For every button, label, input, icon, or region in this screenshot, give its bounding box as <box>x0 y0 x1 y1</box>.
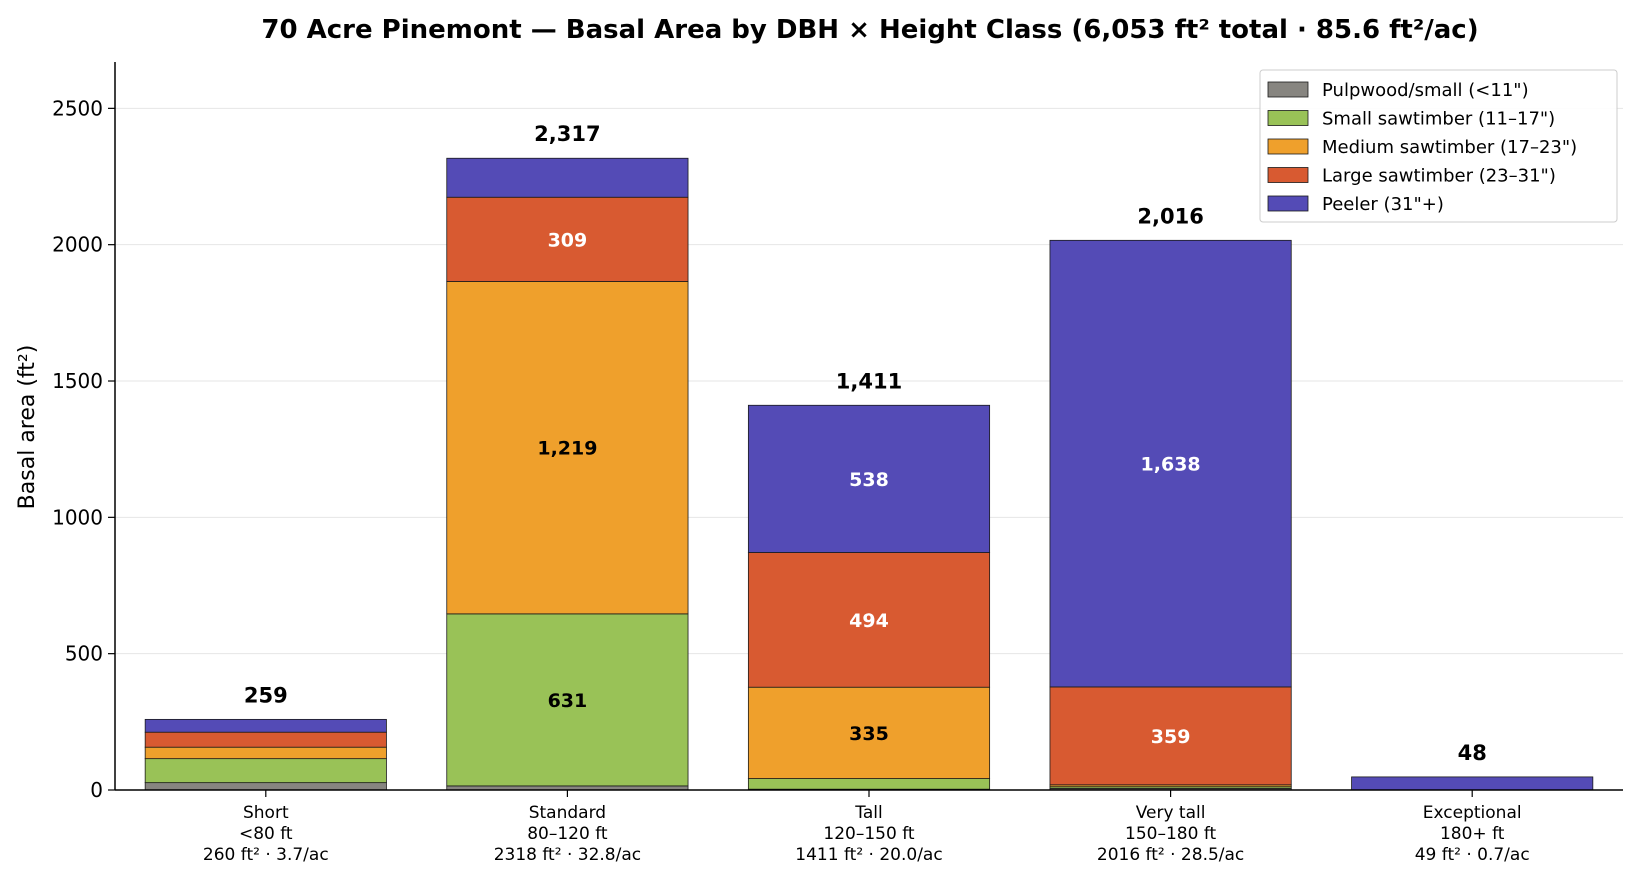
bar-segment-2-1 <box>747 778 991 790</box>
bar-segment-0-0 <box>144 782 387 791</box>
y-gridlines <box>115 107 1623 655</box>
y-tick-label-1000: 1000 <box>52 505 103 529</box>
bar-segment-0-2 <box>144 746 387 760</box>
x-tick-label-4-2: 49 ft² · 0.7/ac <box>1415 845 1530 865</box>
y-tick-labels: 0 500 1000 1500 2000 2500 <box>52 96 115 802</box>
segment-label-1-2: 1,219 <box>537 438 597 460</box>
legend-label-3: Large sawtimber (23–31") <box>1322 166 1556 187</box>
y-tick-label-0: 0 <box>90 778 103 802</box>
bar-segment-1-3 <box>446 196 689 282</box>
bar-segment-0-3 <box>144 731 387 748</box>
segment-label-2-2: 335 <box>849 723 889 745</box>
bar-segment-3-4 <box>1049 239 1292 688</box>
y-tick-label-2500: 2500 <box>52 96 103 120</box>
bar-total-4: 48 <box>1458 741 1487 765</box>
x-tick-label-0-2: 260 ft² · 3.7/ac <box>203 845 329 865</box>
segment-label-2-4: 538 <box>849 469 889 491</box>
x-tick-label-1-0: Standard <box>529 803 606 823</box>
bar-segment-1-4 <box>446 157 689 198</box>
legend-box <box>1259 69 1618 223</box>
legend-label-1: Small sawtimber (11–17") <box>1322 109 1555 130</box>
stacked-bars <box>144 157 1594 791</box>
legend-swatch-2 <box>1267 138 1309 155</box>
bar-total-0: 259 <box>244 683 288 707</box>
bar-total-labels: 259 2,317 1,411 2,016 48 <box>244 122 1487 765</box>
legend-swatch-4 <box>1267 195 1309 212</box>
x-tick-label-2-0: Tall <box>854 803 882 823</box>
x-tick-label-0-1: <80 ft <box>239 824 293 844</box>
segment-label-1-1: 631 <box>548 690 588 712</box>
bar-segment-0-1 <box>144 758 387 784</box>
bar-segment-0-4 <box>144 718 387 733</box>
legend-swatch-3 <box>1267 167 1309 183</box>
y-axis-label: Basal area (ft²) <box>15 345 40 510</box>
segment-labels: 631 1,219 309 335 494 538 359 1,638 <box>537 229 1200 748</box>
y-tick-label-2000: 2000 <box>52 233 103 257</box>
chart-title: 70 Acre Pinemont — Basal Area by DBH × H… <box>261 15 1478 45</box>
x-tick-label-3-2: 2016 ft² · 28.5/ac <box>1097 845 1244 865</box>
x-tick-label-2-1: 120–150 ft <box>823 824 914 844</box>
x-tick-label-4-1: 180+ ft <box>1440 824 1505 844</box>
x-tick-label-2-2: 1411 ft² · 20.0/ac <box>795 845 942 865</box>
segment-label-3-4: 1,638 <box>1141 454 1201 476</box>
bar-segment-2-2 <box>747 686 991 779</box>
bar-segment-2-4 <box>747 404 991 553</box>
bar-segment-3-3 <box>1049 686 1292 786</box>
legend-swatch-0 <box>1267 81 1309 98</box>
y-tick-label-1500: 1500 <box>52 369 103 393</box>
legend-label-0: Pulpwood/small (<11") <box>1322 80 1529 101</box>
bar-segment-4-4 <box>1351 776 1594 791</box>
legend: Pulpwood/small (<11") Small sawtimber (11… <box>1259 69 1618 223</box>
x-tick-label-3-1: 150–180 ft <box>1125 824 1216 844</box>
x-tick-label-1-1: 80–120 ft <box>527 824 608 844</box>
x-tick-label-0-0: Short <box>243 803 289 823</box>
x-tick-label-1-2: 2318 ft² · 32.8/ac <box>494 845 641 865</box>
segment-label-3-3: 359 <box>1151 726 1191 748</box>
y-tick-label-500: 500 <box>65 642 103 666</box>
x-tick-label-3-0: Very tall <box>1136 803 1206 823</box>
bar-segment-1-2 <box>446 281 689 615</box>
legend-label-4: Peeler (31"+) <box>1322 194 1444 215</box>
bar-segment-2-3 <box>747 552 991 688</box>
x-tick-label-4-0: Exceptional <box>1423 803 1522 823</box>
bar-total-1: 2,317 <box>534 122 600 146</box>
segment-label-2-3: 494 <box>849 610 889 632</box>
legend-label-2: Medium sawtimber (17–23") <box>1322 137 1577 158</box>
segment-label-1-3: 309 <box>548 229 588 251</box>
bar-total-2: 1,411 <box>836 369 902 393</box>
bar-total-3: 2,016 <box>1137 204 1203 228</box>
legend-swatch-1 <box>1267 110 1309 126</box>
